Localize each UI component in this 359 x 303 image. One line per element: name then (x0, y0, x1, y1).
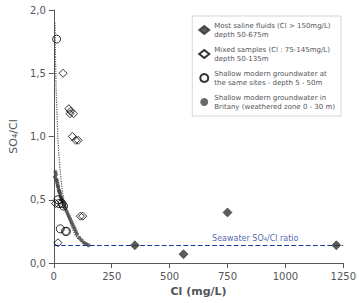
svg-text:Cl (mg/L): Cl (mg/L) (170, 285, 226, 298)
svg-text:depth 50-135m: depth 50-135m (214, 55, 268, 63)
svg-text:2,0: 2,0 (30, 5, 46, 16)
svg-text:750: 750 (218, 271, 237, 282)
svg-text:depth 50-675m: depth 50-675m (214, 31, 268, 39)
svg-text:1000: 1000 (273, 271, 298, 282)
svg-text:the same sites - depth 5 - 50m: the same sites - depth 5 - 50m (214, 79, 322, 87)
svg-text:Seawater SO₄/Cl ratio: Seawater SO₄/Cl ratio (212, 234, 298, 243)
svg-text:Shallow modern groundwater at: Shallow modern groundwater at (214, 70, 327, 78)
svg-text:Shallow modern groundwater in: Shallow modern groundwater in (214, 94, 326, 102)
svg-text:Britany (weathered zone 0 - 30: Britany (weathered zone 0 - 30 m) (214, 103, 335, 111)
svg-text:Most saline fluids (Cl > 150mg: Most saline fluids (Cl > 150mg/L) (214, 22, 331, 30)
svg-text:SO₄/Cl: SO₄/Cl (7, 119, 20, 154)
svg-text:250: 250 (102, 271, 121, 282)
svg-text:0,5: 0,5 (30, 194, 46, 205)
svg-text:500: 500 (160, 271, 179, 282)
svg-text:Mixed samples (Cl : 75-145mg/L: Mixed samples (Cl : 75-145mg/L) (214, 46, 330, 54)
svg-text:0,0: 0,0 (30, 258, 46, 269)
svg-text:1250: 1250 (331, 271, 356, 282)
svg-text:1,0: 1,0 (30, 131, 46, 142)
svg-text:0: 0 (51, 271, 57, 282)
svg-text:1,5: 1,5 (30, 68, 46, 79)
